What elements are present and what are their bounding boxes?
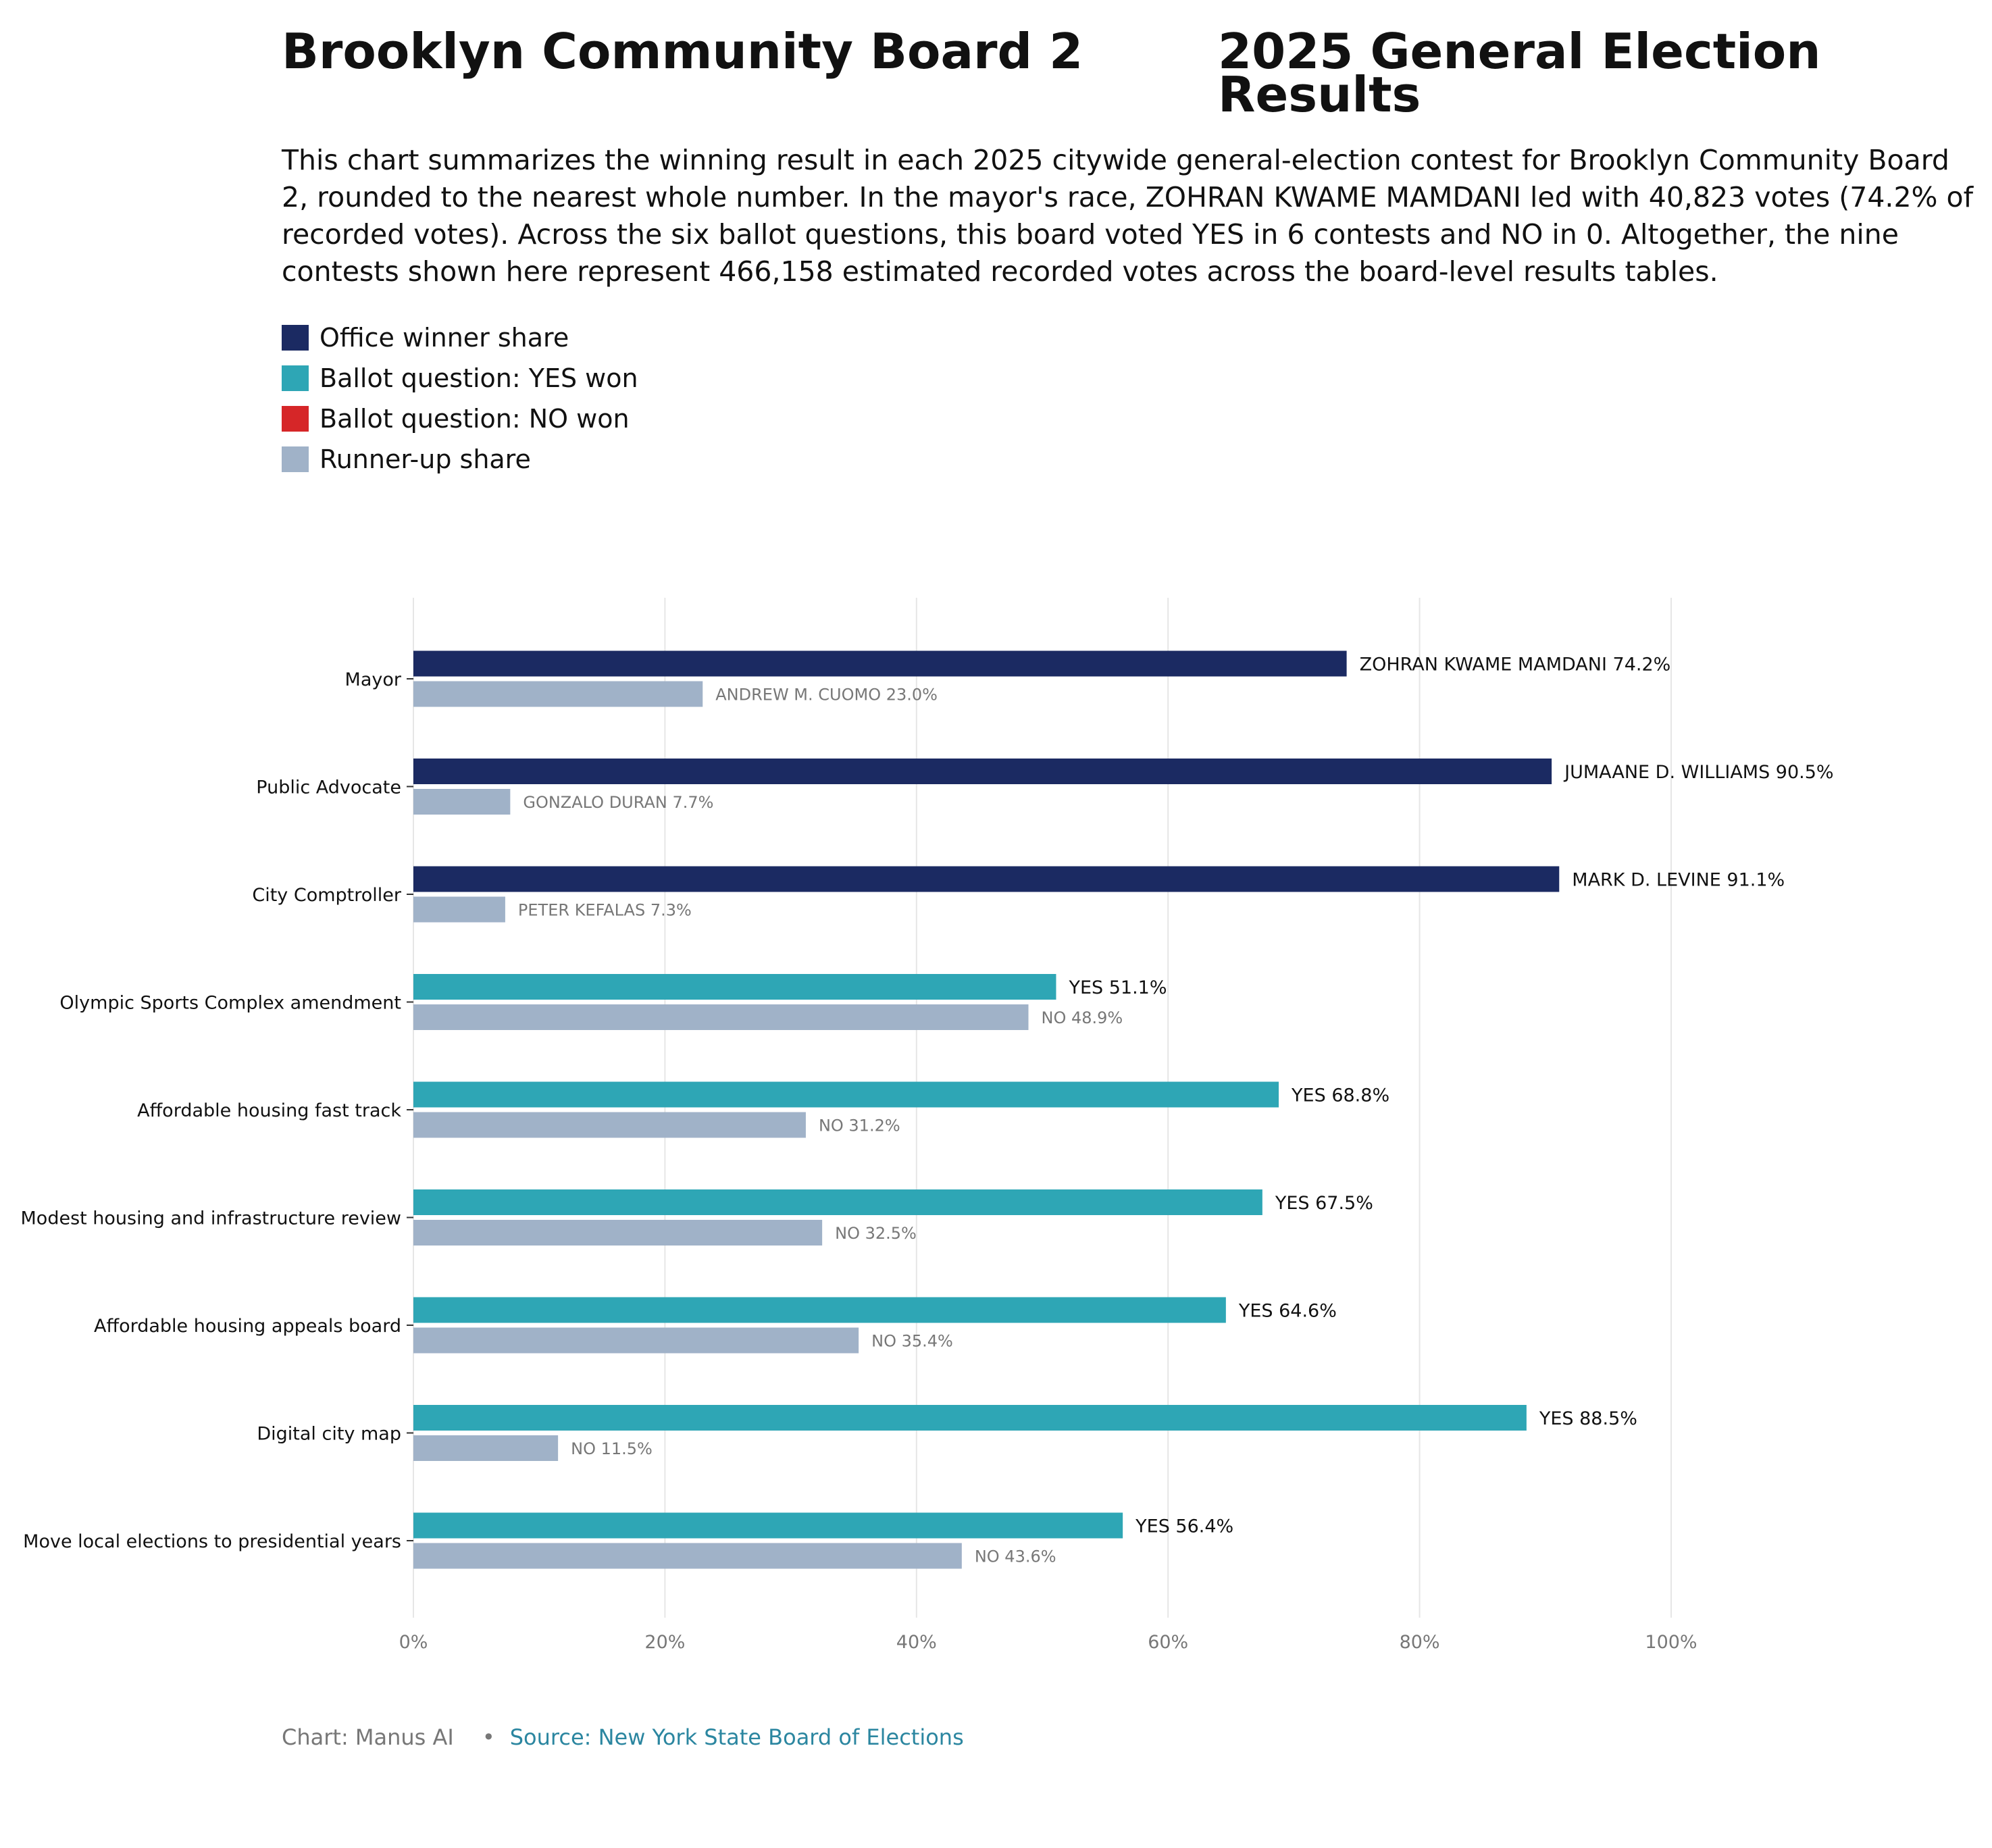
runner-up-value-label: NO 31.2% [819,1116,900,1135]
winner-bar [413,974,1056,1000]
source-link[interactable]: Source: New York State Board of Election… [509,1724,964,1750]
legend-label-runner-up: Runner-up share [320,444,531,474]
winner-bar [413,1512,1123,1539]
x-tick-label: 20% [644,1632,685,1653]
winner-value-label: YES 64.6% [1238,1301,1337,1322]
legend-swatch-office-winner [282,325,309,351]
x-tick-label: 80% [1400,1632,1440,1653]
y-category-label: Modest housing and infrastructure review [21,1208,402,1229]
chart-legend: Office winner share Ballot question: YES… [282,317,638,480]
runner-up-bar [413,896,505,923]
page-title: Brooklyn Community Board 2 [282,23,1083,80]
legend-item-runner-up: Runner-up share [282,439,638,480]
winner-bar [413,866,1560,892]
runner-up-bar [413,1435,559,1461]
runner-up-value-label: GONZALO DURAN 7.7% [523,793,713,812]
x-tick-label: 40% [896,1632,937,1653]
winner-bar [413,759,1552,784]
x-tick-label: 100% [1645,1632,1697,1653]
winner-value-label: YES 51.1% [1068,977,1167,998]
x-tick-label: 60% [1148,1632,1188,1653]
bar-chart: 0% 20% 40% 60% 80% 100% Mayor ZOHRAN KWAME MAMD… [21,598,1834,1653]
y-category-label: Move local elections to presidential yea… [23,1531,401,1552]
chart-credit: Chart: Manus AI [282,1724,454,1750]
legend-swatch-yes-won [282,365,309,391]
y-category-label: Digital city map [257,1424,401,1445]
runner-up-bar [413,1543,962,1569]
runner-up-bar [413,1112,806,1138]
runner-up-bar [413,1004,1029,1030]
runner-up-bar [413,789,511,815]
winner-bar [413,1405,1527,1431]
runner-up-value-label: PETER KEFALAS 7.3% [518,901,692,920]
winner-value-label: YES 68.8% [1291,1085,1389,1106]
winner-value-label: MARK D. LEVINE 91.1% [1572,870,1785,891]
legend-swatch-no-won [282,406,309,432]
winner-value-label: YES 67.5% [1275,1193,1373,1214]
footer-bullet: • [482,1724,495,1750]
runner-up-value-label: NO 48.9% [1042,1008,1123,1027]
winner-value-label: JUMAANE D. WILLIAMS 90.5% [1563,762,1833,783]
y-category-label: Olympic Sports Complex amendment [59,993,401,1014]
y-category-label: Public Advocate [256,777,401,798]
winner-value-label: YES 56.4% [1135,1516,1233,1537]
winner-bar [413,1189,1262,1215]
runner-up-value-label: NO 11.5% [571,1439,653,1458]
legend-label-yes-won: Ballot question: YES won [320,363,638,393]
legend-swatch-runner-up [282,446,309,472]
y-category-label: Affordable housing fast track [137,1100,401,1121]
runner-up-value-label: ANDREW M. CUOMO 23.0% [715,686,938,704]
runner-up-bar [413,681,703,707]
winner-bar [413,650,1347,677]
runner-up-value-label: NO 32.5% [835,1224,917,1243]
y-category-label: Mayor [345,669,402,690]
summary-text: This chart summarizes the winning result… [282,144,1974,288]
page-subtitle: 2025 General Election Results [1218,23,1821,123]
runner-up-value-label: NO 43.6% [975,1547,1056,1566]
legend-label-office-winner: Office winner share [320,323,569,353]
winner-value-label: ZOHRAN KWAME MAMDANI 74.2% [1360,654,1671,675]
runner-up-bar [413,1327,859,1354]
y-category-label: Affordable housing appeals board [94,1316,401,1337]
winner-bar [413,1081,1279,1108]
runner-up-value-label: NO 35.4% [871,1332,953,1351]
winner-bar [413,1297,1226,1323]
legend-item-yes-won: Ballot question: YES won [282,358,638,399]
y-category-label: City Comptroller [252,885,402,906]
x-tick-label: 0% [399,1632,428,1653]
chart-footer: Chart: Manus AI • Source: New York State… [282,1724,964,1750]
runner-up-bar [413,1220,823,1246]
winner-value-label: YES 88.5% [1539,1408,1637,1429]
legend-item-no-won: Ballot question: NO won [282,399,638,439]
legend-item-office-winner: Office winner share [282,317,638,358]
legend-label-no-won: Ballot question: NO won [320,404,630,434]
